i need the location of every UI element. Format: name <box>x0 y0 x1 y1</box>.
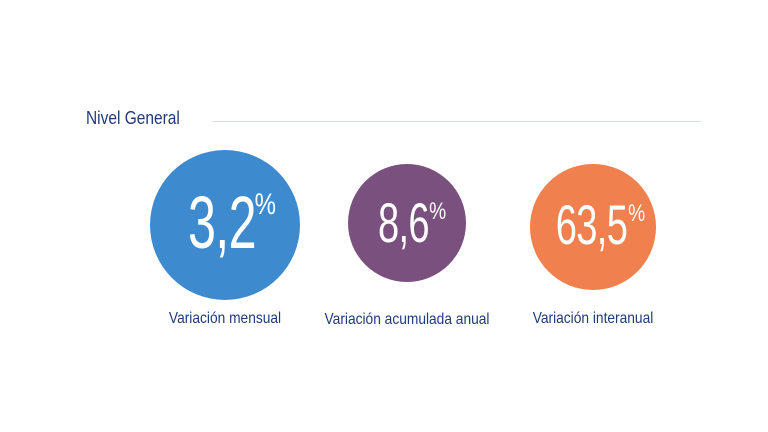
stat-number-interannual: 63,5 <box>555 193 628 256</box>
stat-unit-interannual: % <box>627 200 646 227</box>
stat-value-cumulative: 8,6% <box>348 190 466 256</box>
section-header: Nivel General <box>86 106 701 130</box>
stat-number-monthly: 3,2 <box>187 181 257 264</box>
stat-number-cumulative: 8,6 <box>377 191 430 254</box>
stat-unit-cumulative: % <box>428 198 446 225</box>
stat-year-over-year-variation: 63,5% Variación interanual <box>530 164 656 327</box>
stat-label-monthly: Variación mensual <box>168 310 282 327</box>
stat-value-monthly: 3,2% <box>150 178 300 268</box>
stat-label-interannual: Variación interanual <box>532 310 654 327</box>
stat-label-cumulative: Variación acumulada anual <box>324 311 490 328</box>
section-divider <box>212 121 701 122</box>
stat-circle-cumulative <box>348 164 466 282</box>
section-title: Nivel General <box>86 108 180 128</box>
stat-circle-interannual <box>530 164 656 290</box>
stat-unit-monthly: % <box>254 188 276 221</box>
stat-circle-monthly <box>150 150 300 300</box>
stat-cumulative-annual-variation: 8,6% Variación acumulada anual <box>325 164 489 328</box>
stat-value-interannual: 63,5% <box>530 192 656 258</box>
stat-monthly-variation: 3,2% Variación mensual <box>150 150 300 327</box>
